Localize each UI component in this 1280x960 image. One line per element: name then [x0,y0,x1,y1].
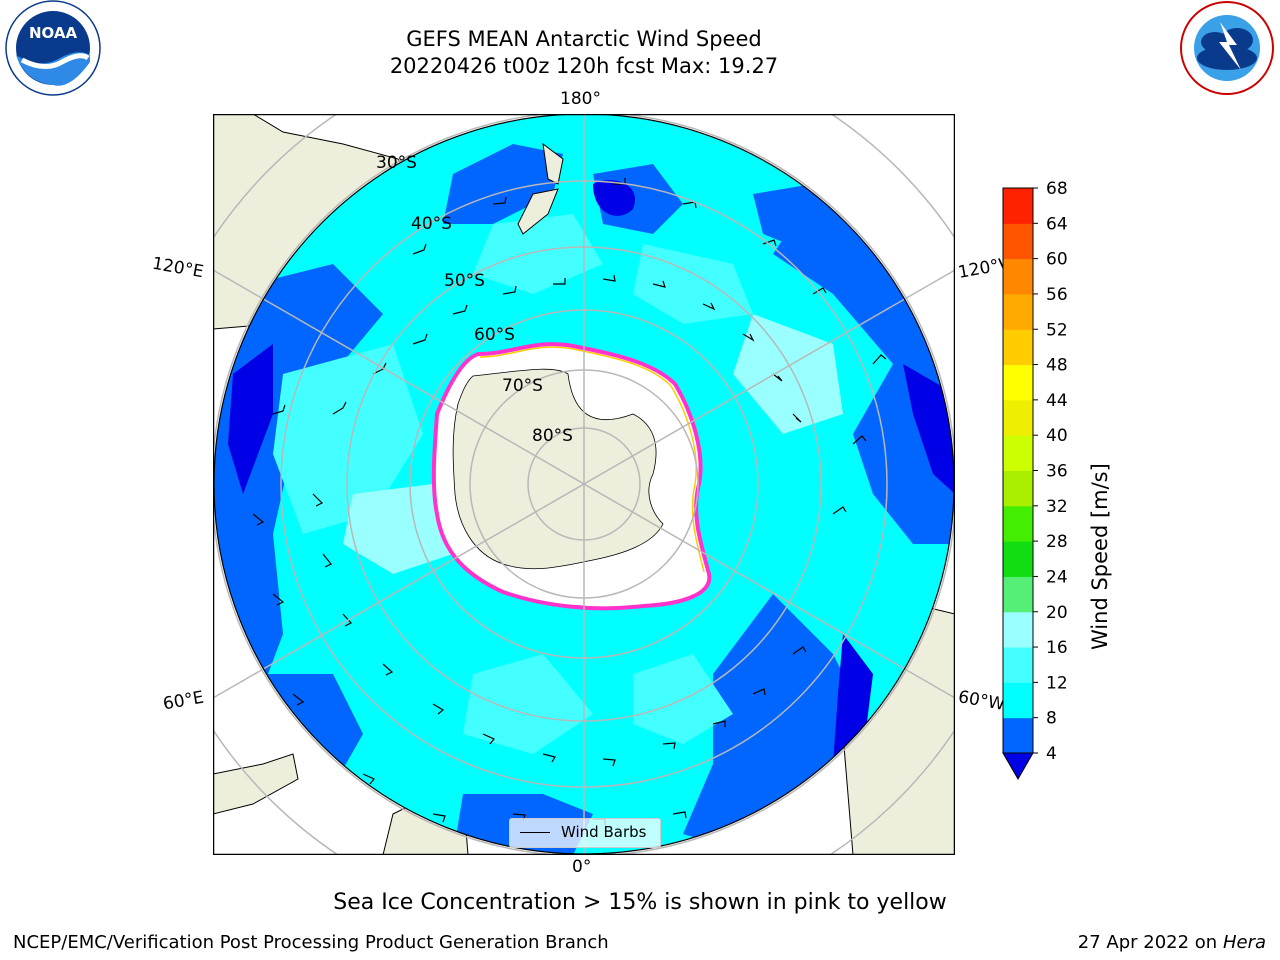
colorbar-tick-label: 48 [1046,356,1068,376]
colorbar-band [1003,223,1033,260]
colorbar-tick-label: 20 [1046,603,1068,623]
colorbar-band [1003,541,1033,577]
colorbar-extend-triangle [1002,752,1034,781]
colorbar-band [1003,717,1033,754]
land-new-zealand [542,142,564,185]
colorbar-tick-label: 28 [1046,532,1068,552]
footer-branch: NCEP/EMC/Verification Post Processing Pr… [13,932,609,953]
region-low-east [773,194,954,544]
colorbar-tick-label: 52 [1046,320,1068,340]
colorbar-band [1003,576,1033,613]
colorbar-band [1003,188,1033,224]
region-high-east [733,314,843,434]
colorbar-band [1003,329,1033,366]
noaa-logo-text: NOAA [29,24,78,42]
lon-label-180: 180° [560,89,601,109]
colorbar-tick-label: 36 [1046,462,1068,482]
lat-label-40s: 40°S [411,214,452,234]
colorbar-band [1003,258,1033,295]
lon-label-60e: 60°E [161,687,206,715]
colorbar-band [1003,435,1033,471]
colorbar-band [1003,505,1033,542]
noaa-logo: NOAA [5,0,101,96]
colorbar-tick-label: 60 [1046,250,1068,270]
colorbar-tick-label: 64 [1046,214,1068,234]
chart-subtitle: 20220426 t00z 120h fcst Max: 19.27 [389,54,779,78]
footer-date-text: 27 Apr 2022 on [1077,932,1223,953]
colorbar-tick-label: 24 [1046,567,1068,587]
chart-title: GEFS MEAN Antarctic Wind Speed [406,27,762,51]
sea-ice-caption: Sea Ice Concentration > 15% is shown in … [333,890,947,915]
colorbar-tick-label: 32 [1046,497,1068,517]
lon-label-0: 0° [572,857,592,877]
footer-machine: Hera [1222,932,1266,953]
colorbar-tick-label: 16 [1046,638,1068,658]
colorbar-tick-label: 12 [1046,673,1068,693]
lat-label-50s: 50°S [444,271,485,291]
polar-map: 30°S 40°S 50°S 60°S 70°S 80°S [213,114,955,855]
lat-label-60s: 60°S [474,325,515,345]
map-legend: Wind Barbs [509,818,661,848]
colorbar-band [1003,293,1033,330]
colorbar-tick-label: 8 [1046,709,1057,729]
colorbar-band [1003,682,1033,719]
colorbar-band [1003,647,1033,683]
lon-label-120e: 120°E [150,253,206,283]
colorbar-tick-label: 4 [1046,744,1057,764]
colorbar-band [1003,611,1033,648]
colorbar-label: Wind Speed [m/s] [1088,463,1112,650]
nws-logo [1180,1,1274,95]
colorbar-band [1003,399,1033,436]
footer-date: 27 Apr 2022 on Hera [1078,932,1266,953]
graticule [213,114,955,855]
colorbar-tick-label: 44 [1046,391,1068,411]
colorbar-band [1003,364,1033,401]
lat-label-80s: 80°S [532,426,573,446]
wind-barb-legend-label: Wind Barbs [561,823,647,841]
colorbar-band [1003,470,1033,507]
wind-barb-legend-line [520,832,550,833]
lat-label-70s: 70°S [502,376,543,396]
lat-label-30s: 30°S [376,153,417,173]
colorbar-tick-label: 56 [1046,285,1068,305]
colorbar-tick-label: 68 [1046,180,1068,199]
colorbar-tick-label: 40 [1046,426,1068,446]
